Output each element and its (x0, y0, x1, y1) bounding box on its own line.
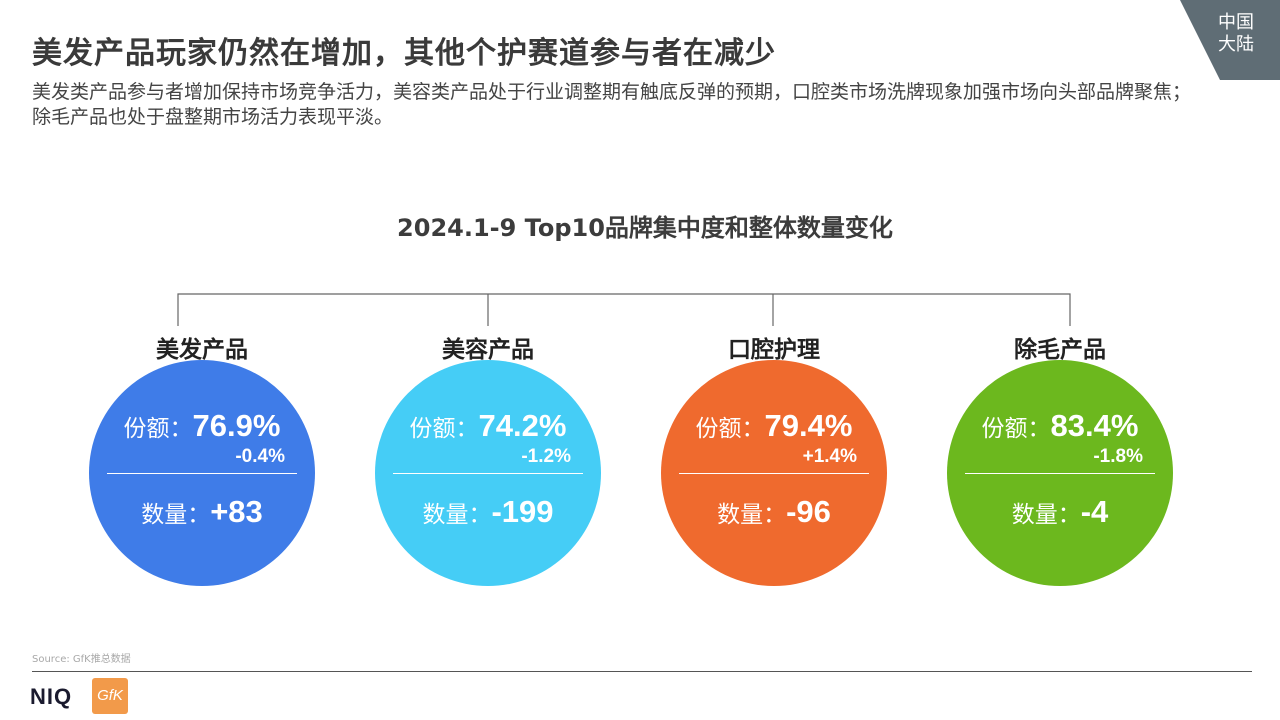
category-label-hair: 美发产品 (156, 337, 248, 363)
chart-title: 2024.1-9 Top10品牌集中度和整体数量变化 (397, 214, 893, 242)
category-label-hair-removal: 除毛产品 (1014, 337, 1106, 363)
region-tag-line2: 大陆 (1218, 34, 1254, 55)
share-row: 份额：83.4% (947, 408, 1173, 444)
count-prefix: 数量： (422, 502, 492, 528)
category-label-oral: 口腔护理 (728, 337, 820, 363)
category-label-beauty: 美容产品 (442, 337, 534, 363)
circle-hair-removal: 份额：83.4% -1.8% 数量：-4 (947, 360, 1173, 586)
count-row: 数量：+83 (89, 494, 315, 530)
divider (965, 473, 1155, 474)
share-row: 份额：76.9% (89, 408, 315, 444)
circle-hair: 份额：76.9% -0.4% 数量：+83 (89, 360, 315, 586)
divider (107, 473, 297, 474)
count-prefix: 数量： (1011, 502, 1081, 528)
count-row: 数量：-4 (947, 494, 1173, 530)
count-value: -4 (1080, 494, 1109, 529)
share-value: 79.4% (764, 408, 853, 443)
footer-divider (32, 671, 1252, 672)
region-tag-text: 中国 大陆 (1212, 12, 1260, 56)
share-prefix: 份额： (123, 416, 193, 442)
region-tag: 中国 大陆 (1180, 0, 1280, 80)
share-value: 83.4% (1050, 408, 1139, 443)
circle-beauty: 份额：74.2% -1.2% 数量：-199 (375, 360, 601, 586)
count-value: +83 (210, 494, 263, 529)
share-change: -1.8% (1093, 446, 1143, 467)
share-prefix: 份额： (695, 416, 765, 442)
page-subtitle: 美发类产品参与者增加保持市场竞争活力，美容类产品处于行业调整期有触底反弹的预期，… (32, 81, 1192, 128)
count-row: 数量：-199 (375, 494, 601, 530)
count-prefix: 数量： (717, 502, 787, 528)
count-prefix: 数量： (141, 502, 211, 528)
share-change: -1.2% (521, 446, 571, 467)
share-change: -0.4% (235, 446, 285, 467)
source-note: Source: GfK推总数据 (32, 654, 131, 665)
region-tag-line1: 中国 (1218, 12, 1254, 33)
share-value: 76.9% (192, 408, 281, 443)
share-value: 74.2% (478, 408, 567, 443)
divider (393, 473, 583, 474)
divider (679, 473, 869, 474)
count-value: -96 (786, 494, 831, 529)
share-prefix: 份额： (409, 416, 479, 442)
gfk-logo: GfK (92, 678, 128, 714)
share-row: 份额：74.2% (375, 408, 601, 444)
count-row: 数量：-96 (661, 494, 887, 530)
circle-oral: 份额：79.4% +1.4% 数量：-96 (661, 360, 887, 586)
share-change: +1.4% (802, 446, 857, 467)
region-tag-shape (1180, 0, 1280, 80)
share-prefix: 份额： (981, 416, 1051, 442)
count-value: -199 (491, 494, 554, 529)
niq-logo: NIQ (30, 684, 73, 709)
page-title: 美发产品玩家仍然在增加，其他个护赛道参与者在减少 (32, 36, 776, 71)
share-row: 份额：79.4% (661, 408, 887, 444)
